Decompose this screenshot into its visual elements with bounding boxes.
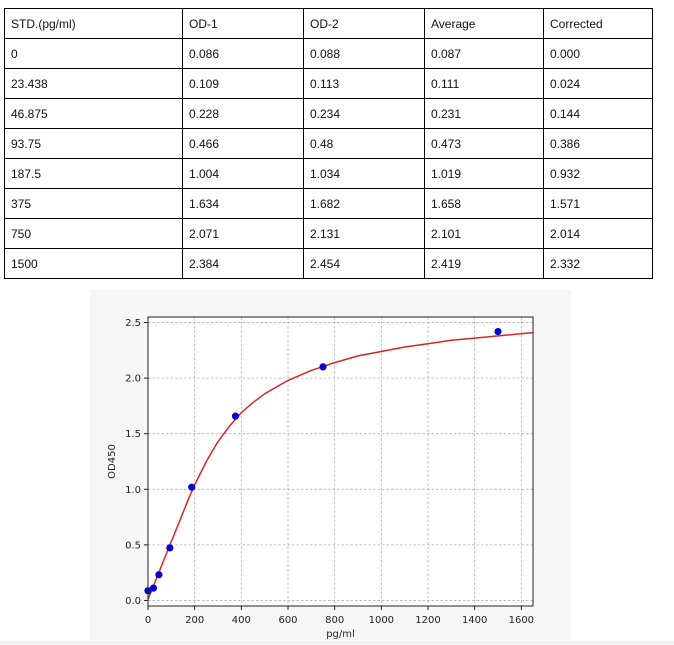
table-cell: 0.932 [543,158,653,189]
standard-curve-chart: 0 200 400 600 800 1000 1200 1400 1600 0.0 0.5 1.0 1.… [107,316,534,640]
data-point [166,544,174,552]
table-cell: 2.332 [543,248,653,279]
table-cell: 1.571 [543,188,653,219]
data-point [155,571,163,579]
table-cell: 1.634 [182,188,304,219]
table-row: 1500 2.384 2.454 2.419 2.332 [4,248,653,279]
x-axis-label: pg/ml [326,629,355,640]
y-tick-label: 2.5 [125,318,141,329]
table-cell: 375 [4,188,183,219]
x-tick-label: 1400 [462,615,487,626]
data-point [494,327,502,336]
table-cell: 0.228 [182,98,304,129]
x-tick-label: 1600 [509,615,534,626]
plot-area [148,317,533,606]
table-cell: 2.071 [182,218,304,249]
x-tick-label: 400 [232,615,251,626]
table-cell: 750 [4,218,183,249]
table-row: 23.438 0.109 0.113 0.111 0.024 [4,68,653,99]
table-cell: 2.384 [182,248,304,279]
table-cell: 2.101 [424,218,544,249]
table-row: 375 1.634 1.682 1.658 1.571 [4,188,653,219]
table-row: 93.75 0.466 0.48 0.473 0.386 [4,128,653,159]
table-cell: 0.113 [303,68,425,99]
x-tick-label: 800 [325,615,344,626]
table-cell: 0.144 [543,98,653,129]
table-row: 46.875 0.228 0.234 0.231 0.144 [4,98,653,129]
x-tick-label: 1000 [369,615,394,626]
table-cell: Average [424,8,544,39]
table-cell: 187.5 [4,158,183,189]
data-point [231,412,240,420]
table-row: 750 2.071 2.131 2.101 2.014 [4,218,653,249]
table-cell: 0.48 [303,128,425,159]
table-cell: Corrected [543,8,653,39]
table-cell: 46.875 [4,98,183,129]
table-cell: OD-1 [182,8,304,39]
table-cell: 2.419 [424,248,544,279]
table-row: 187.5 1.004 1.034 1.019 0.932 [4,158,653,189]
table-cell: STD.(pg/ml) [4,8,183,39]
table-cell: 0.088 [303,38,425,69]
y-tick-label: 0.5 [125,540,141,551]
plot-frame [147,316,534,607]
y-tick-label: 0.0 [125,596,141,607]
fit-curve-line [147,331,534,600]
table-cell: 93.75 [4,128,183,159]
table-cell: 0.109 [182,68,304,99]
x-tick-label: 200 [185,615,204,626]
table-cell: 0 [4,38,183,69]
table-cell: 0.086 [182,38,304,69]
table-cell: 0.000 [543,38,653,69]
data-point [188,483,196,491]
y-tick-label: 1.0 [125,485,141,496]
table-cell: 0.234 [303,98,425,129]
page-bottom-strip [0,641,674,645]
table-cell: 23.438 [4,68,183,99]
table-cell: 2.454 [303,248,425,279]
standard-curve-panel: 0 200 400 600 800 1000 1200 1400 1600 0.0 0.5 1.0 1.… [90,290,571,640]
table-cell: 1500 [4,248,183,279]
x-tick-label: 1200 [415,615,440,626]
data-point [149,584,158,592]
table-cell: 0.024 [543,68,653,99]
table-row: 0 0.086 0.088 0.087 0.000 [4,38,653,69]
table-cell: 0.386 [543,128,653,159]
table-cell: 1.658 [424,188,544,219]
table-cell: 1.004 [182,158,304,189]
x-tick-label: 0 [145,615,151,626]
table-cell: 0.087 [424,38,544,69]
data-point [319,363,327,371]
table-header-row: STD.(pg/ml) OD-1 OD-2 Average Corrected [4,8,653,39]
y-axis-label: OD450 [107,444,118,479]
table-cell: 1.682 [303,188,425,219]
table-cell: 0.466 [182,128,304,159]
table-cell: OD-2 [303,8,425,39]
y-tick-label: 1.5 [125,429,141,440]
x-tick-label: 600 [278,615,297,626]
table-cell: 1.034 [303,158,425,189]
standard-table: STD.(pg/ml) OD-1 OD-2 Average Corrected 0 0.08… [4,8,653,279]
y-tick-label: 2.0 [125,374,141,385]
table-cell: 1.019 [424,158,544,189]
table-cell: 0.473 [424,128,544,159]
table-cell: 2.014 [543,218,653,249]
table-cell: 0.111 [424,68,544,99]
table-cell: 0.231 [424,98,544,129]
table-cell: 2.131 [303,218,425,249]
